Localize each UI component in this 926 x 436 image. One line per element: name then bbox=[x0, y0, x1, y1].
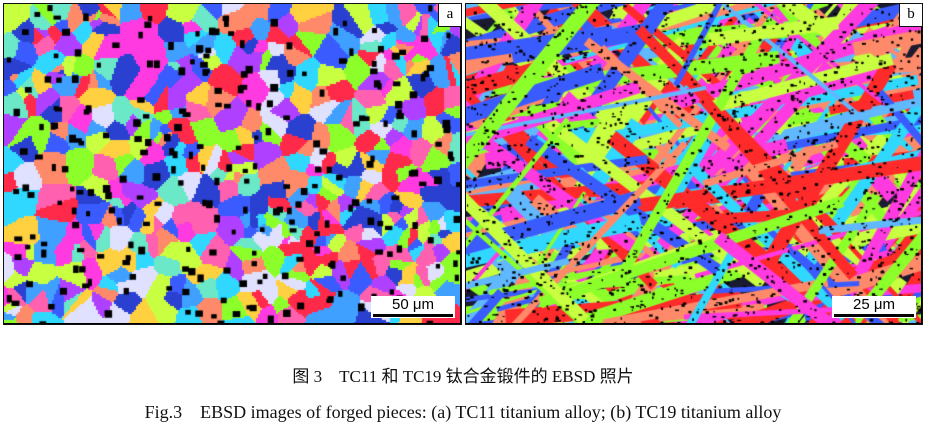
ebsd-map-b bbox=[466, 4, 921, 323]
ebsd-panel-a: a 50 μm bbox=[3, 3, 462, 325]
caption-chinese: 图 3 TC11 和 TC19 钛合金锻件的 EBSD 照片 bbox=[292, 367, 634, 386]
panel-label-b: b bbox=[899, 4, 922, 27]
scale-bar-text: 50 μm bbox=[392, 296, 434, 313]
scale-bar-b: 25 μm bbox=[832, 296, 916, 318]
ebsd-map-a bbox=[4, 4, 460, 323]
scale-bar-a: 50 μm bbox=[371, 296, 455, 318]
scale-bar-text: 25 μm bbox=[853, 296, 895, 313]
panel-label-a: a bbox=[438, 4, 461, 27]
scale-bar-line bbox=[373, 314, 453, 317]
caption-english: Fig.3 EBSD images of forged pieces: (a) … bbox=[144, 402, 782, 422]
ebsd-panel-b: b 25 μm bbox=[465, 3, 923, 325]
scale-bar-line bbox=[834, 314, 914, 317]
